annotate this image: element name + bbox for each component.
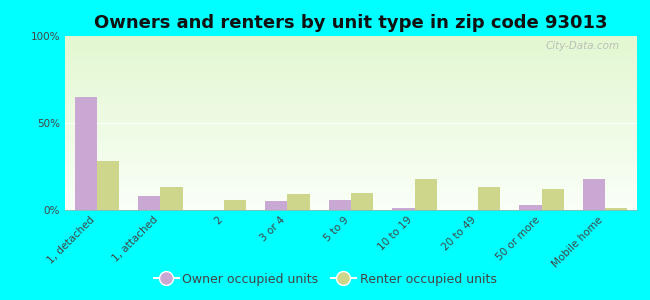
Bar bbox=[138, 196, 161, 210]
Bar bbox=[583, 179, 605, 210]
Bar bbox=[161, 188, 183, 210]
Bar bbox=[75, 97, 97, 210]
Bar bbox=[97, 161, 119, 210]
Bar bbox=[415, 179, 437, 210]
Text: City-Data.com: City-Data.com bbox=[546, 41, 620, 51]
Bar bbox=[351, 193, 373, 210]
Bar bbox=[519, 205, 541, 210]
Legend: Owner occupied units, Renter occupied units: Owner occupied units, Renter occupied un… bbox=[148, 268, 502, 291]
Bar bbox=[393, 208, 415, 210]
Bar bbox=[478, 188, 500, 210]
Title: Owners and renters by unit type in zip code 93013: Owners and renters by unit type in zip c… bbox=[94, 14, 608, 32]
Bar bbox=[329, 200, 351, 210]
Bar bbox=[287, 194, 309, 210]
Bar bbox=[541, 189, 564, 210]
Bar bbox=[224, 200, 246, 210]
Bar bbox=[265, 201, 287, 210]
Bar bbox=[605, 208, 627, 210]
